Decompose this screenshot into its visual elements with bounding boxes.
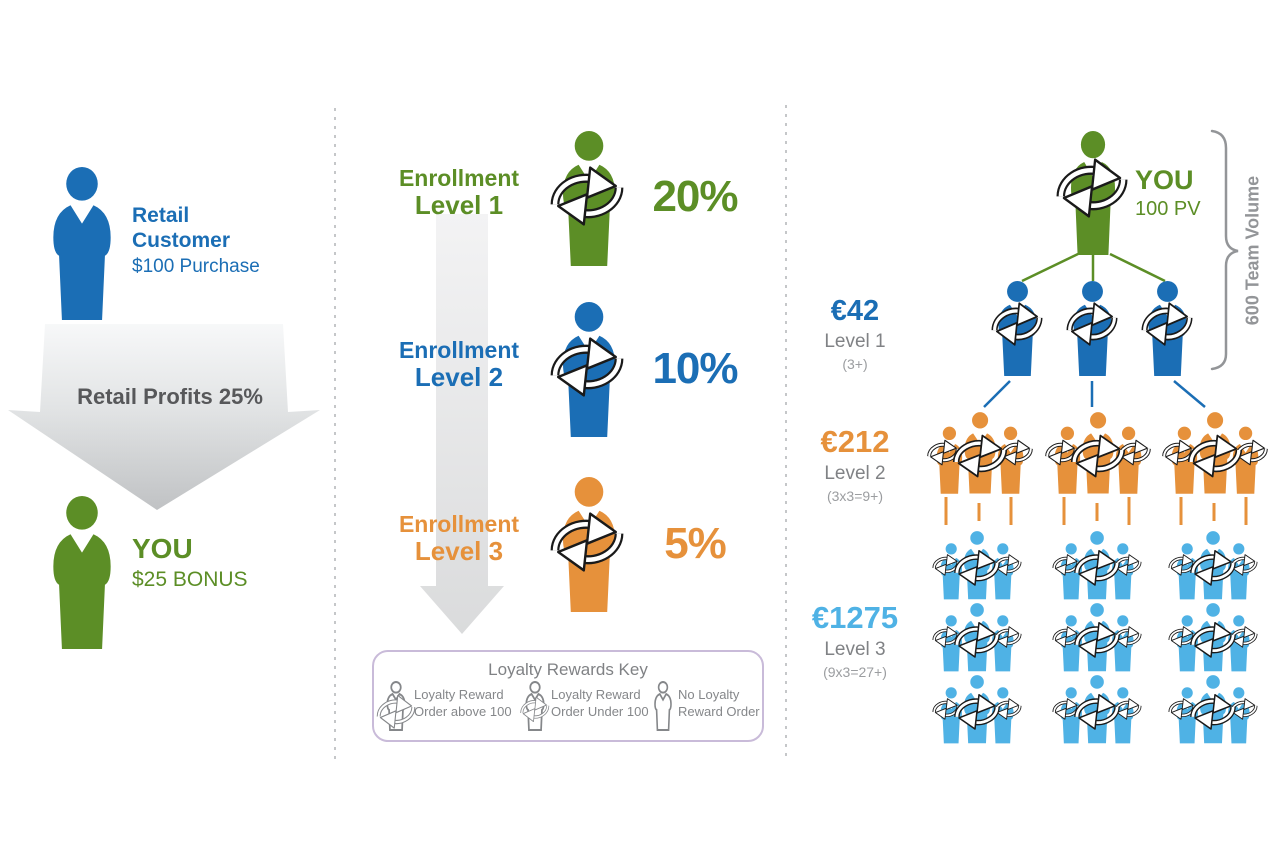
- tree-you-sub: 100 PV: [1135, 198, 1201, 220]
- level3-earnings-qualify: (9x3=27+): [823, 664, 887, 680]
- tree-level1-cycle-icon: [1064, 302, 1120, 346]
- tree-level2-group-icon: [929, 412, 1031, 498]
- tree-level3-group-icon: [1170, 531, 1256, 603]
- tree-level1-cycle-icon: [1139, 302, 1195, 346]
- level3-earnings-amount: €1275: [811, 600, 899, 635]
- tree-you-loyalty-cycle-icon: [1053, 158, 1131, 218]
- legend-item-3-line1: No Loyalty: [678, 687, 740, 702]
- you-bonus-person-icon: [53, 496, 111, 649]
- legend-item-1-line1: Loyalty Reward: [414, 687, 504, 702]
- level2-earnings-block: €212 Level 2 (3x3=9+): [795, 424, 915, 504]
- retail-customer-line2: Customer: [132, 229, 231, 252]
- panel-divider-left: [334, 108, 336, 760]
- legend-no-loyalty-icon: [654, 681, 672, 731]
- enrollment-level2-title-line2: Level 2: [414, 362, 504, 392]
- level3-loyalty-cycle-icon: [547, 512, 627, 572]
- level1-earnings-amount: €42: [830, 295, 880, 327]
- level3-percentage: 5%: [664, 519, 727, 568]
- enrollment-level3-title-line2: Level 3: [414, 536, 504, 566]
- retail-customer-title: Retail Customer: [132, 203, 230, 253]
- tree-level3-group-icon: [1170, 603, 1256, 675]
- level1-percentage: 20%: [652, 172, 738, 221]
- retail-profit-arrow: [8, 324, 320, 510]
- enrollment-level2-title-line1: Enrollment: [398, 337, 520, 363]
- legend-item-1-line2: Order above 100: [414, 704, 512, 719]
- retail-customer-person-icon: [53, 167, 111, 320]
- legend-item-2-label: Loyalty Reward Order Under 100: [551, 686, 649, 720]
- you-bonus-label: YOU: [132, 533, 193, 564]
- loyalty-rewards-key-title: Loyalty Rewards Key: [488, 660, 648, 679]
- level2-percentage: 10%: [652, 344, 738, 393]
- legend-item-3-line2: Reward Order: [678, 704, 760, 719]
- you-bonus-sub: $25 BONUS: [132, 568, 248, 591]
- level2-earnings-amount: €212: [820, 424, 890, 459]
- legend-item-3-label: No Loyalty Reward Order: [678, 686, 760, 720]
- level2-earnings-qualify: (3x3=9+): [826, 488, 884, 504]
- team-volume-brace: [1210, 129, 1239, 371]
- tree-level3-group-icon: [1170, 675, 1256, 747]
- retail-customer-line1: Retail: [132, 204, 190, 227]
- level3-earnings-block: €1275 Level 3 (9x3=27+): [795, 600, 915, 680]
- tree-level1-cycle-icon: [989, 302, 1045, 346]
- legend-loyalty-above-100-icon: [383, 681, 409, 731]
- level1-earnings-name: Level 1: [824, 331, 886, 352]
- tree-level2-group-icon: [1164, 412, 1266, 498]
- blue-connector-lines: [983, 380, 1206, 408]
- enrollment-level3-title-line1: Enrollment: [398, 511, 520, 537]
- level2-earnings-name: Level 2: [824, 463, 886, 484]
- enrollment-level1-title-line2: Level 1: [414, 190, 504, 220]
- legend-loyalty-under-100-icon: [520, 681, 550, 731]
- enrollment-level1-title-line1: Enrollment: [398, 165, 520, 191]
- green-connector-lines: [1021, 252, 1166, 283]
- legend-item-1-label: Loyalty Reward Order above 100: [414, 686, 512, 720]
- level3-earnings-name: Level 3: [824, 639, 886, 660]
- tree-level3-group-icon: [934, 603, 1020, 675]
- legend-item-2-line2: Order Under 100: [551, 704, 649, 719]
- level1-earnings-block: €42 Level 1 (3+): [795, 295, 915, 372]
- retail-profit-label: Retail Profits 25%: [77, 384, 263, 409]
- tree-level3-group-icon: [934, 675, 1020, 747]
- level2-loyalty-cycle-icon: [547, 337, 627, 397]
- level1-earnings-qualify: (3+): [842, 356, 868, 372]
- panel-divider-right: [785, 105, 787, 762]
- orange-connector-lines: [944, 497, 1248, 525]
- tree-you-label: YOU: [1135, 165, 1194, 195]
- tree-level2-group-icon: [1047, 412, 1149, 498]
- tree-level3-group-icon: [934, 531, 1020, 603]
- retail-customer-sub: $100 Purchase: [132, 256, 260, 277]
- tree-level3-group-icon: [1054, 603, 1140, 675]
- legend-item-2-line1: Loyalty Reward: [551, 687, 641, 702]
- tree-level3-group-icon: [1054, 675, 1140, 747]
- level1-loyalty-cycle-icon: [547, 166, 627, 226]
- tree-level3-group-icon: [1054, 531, 1140, 603]
- loyalty-rewards-key-box: Loyalty Rewards Key: [372, 650, 764, 742]
- team-volume-label: 600 Team Volume: [1242, 175, 1263, 326]
- enrollment-levels-arrow: [420, 214, 504, 634]
